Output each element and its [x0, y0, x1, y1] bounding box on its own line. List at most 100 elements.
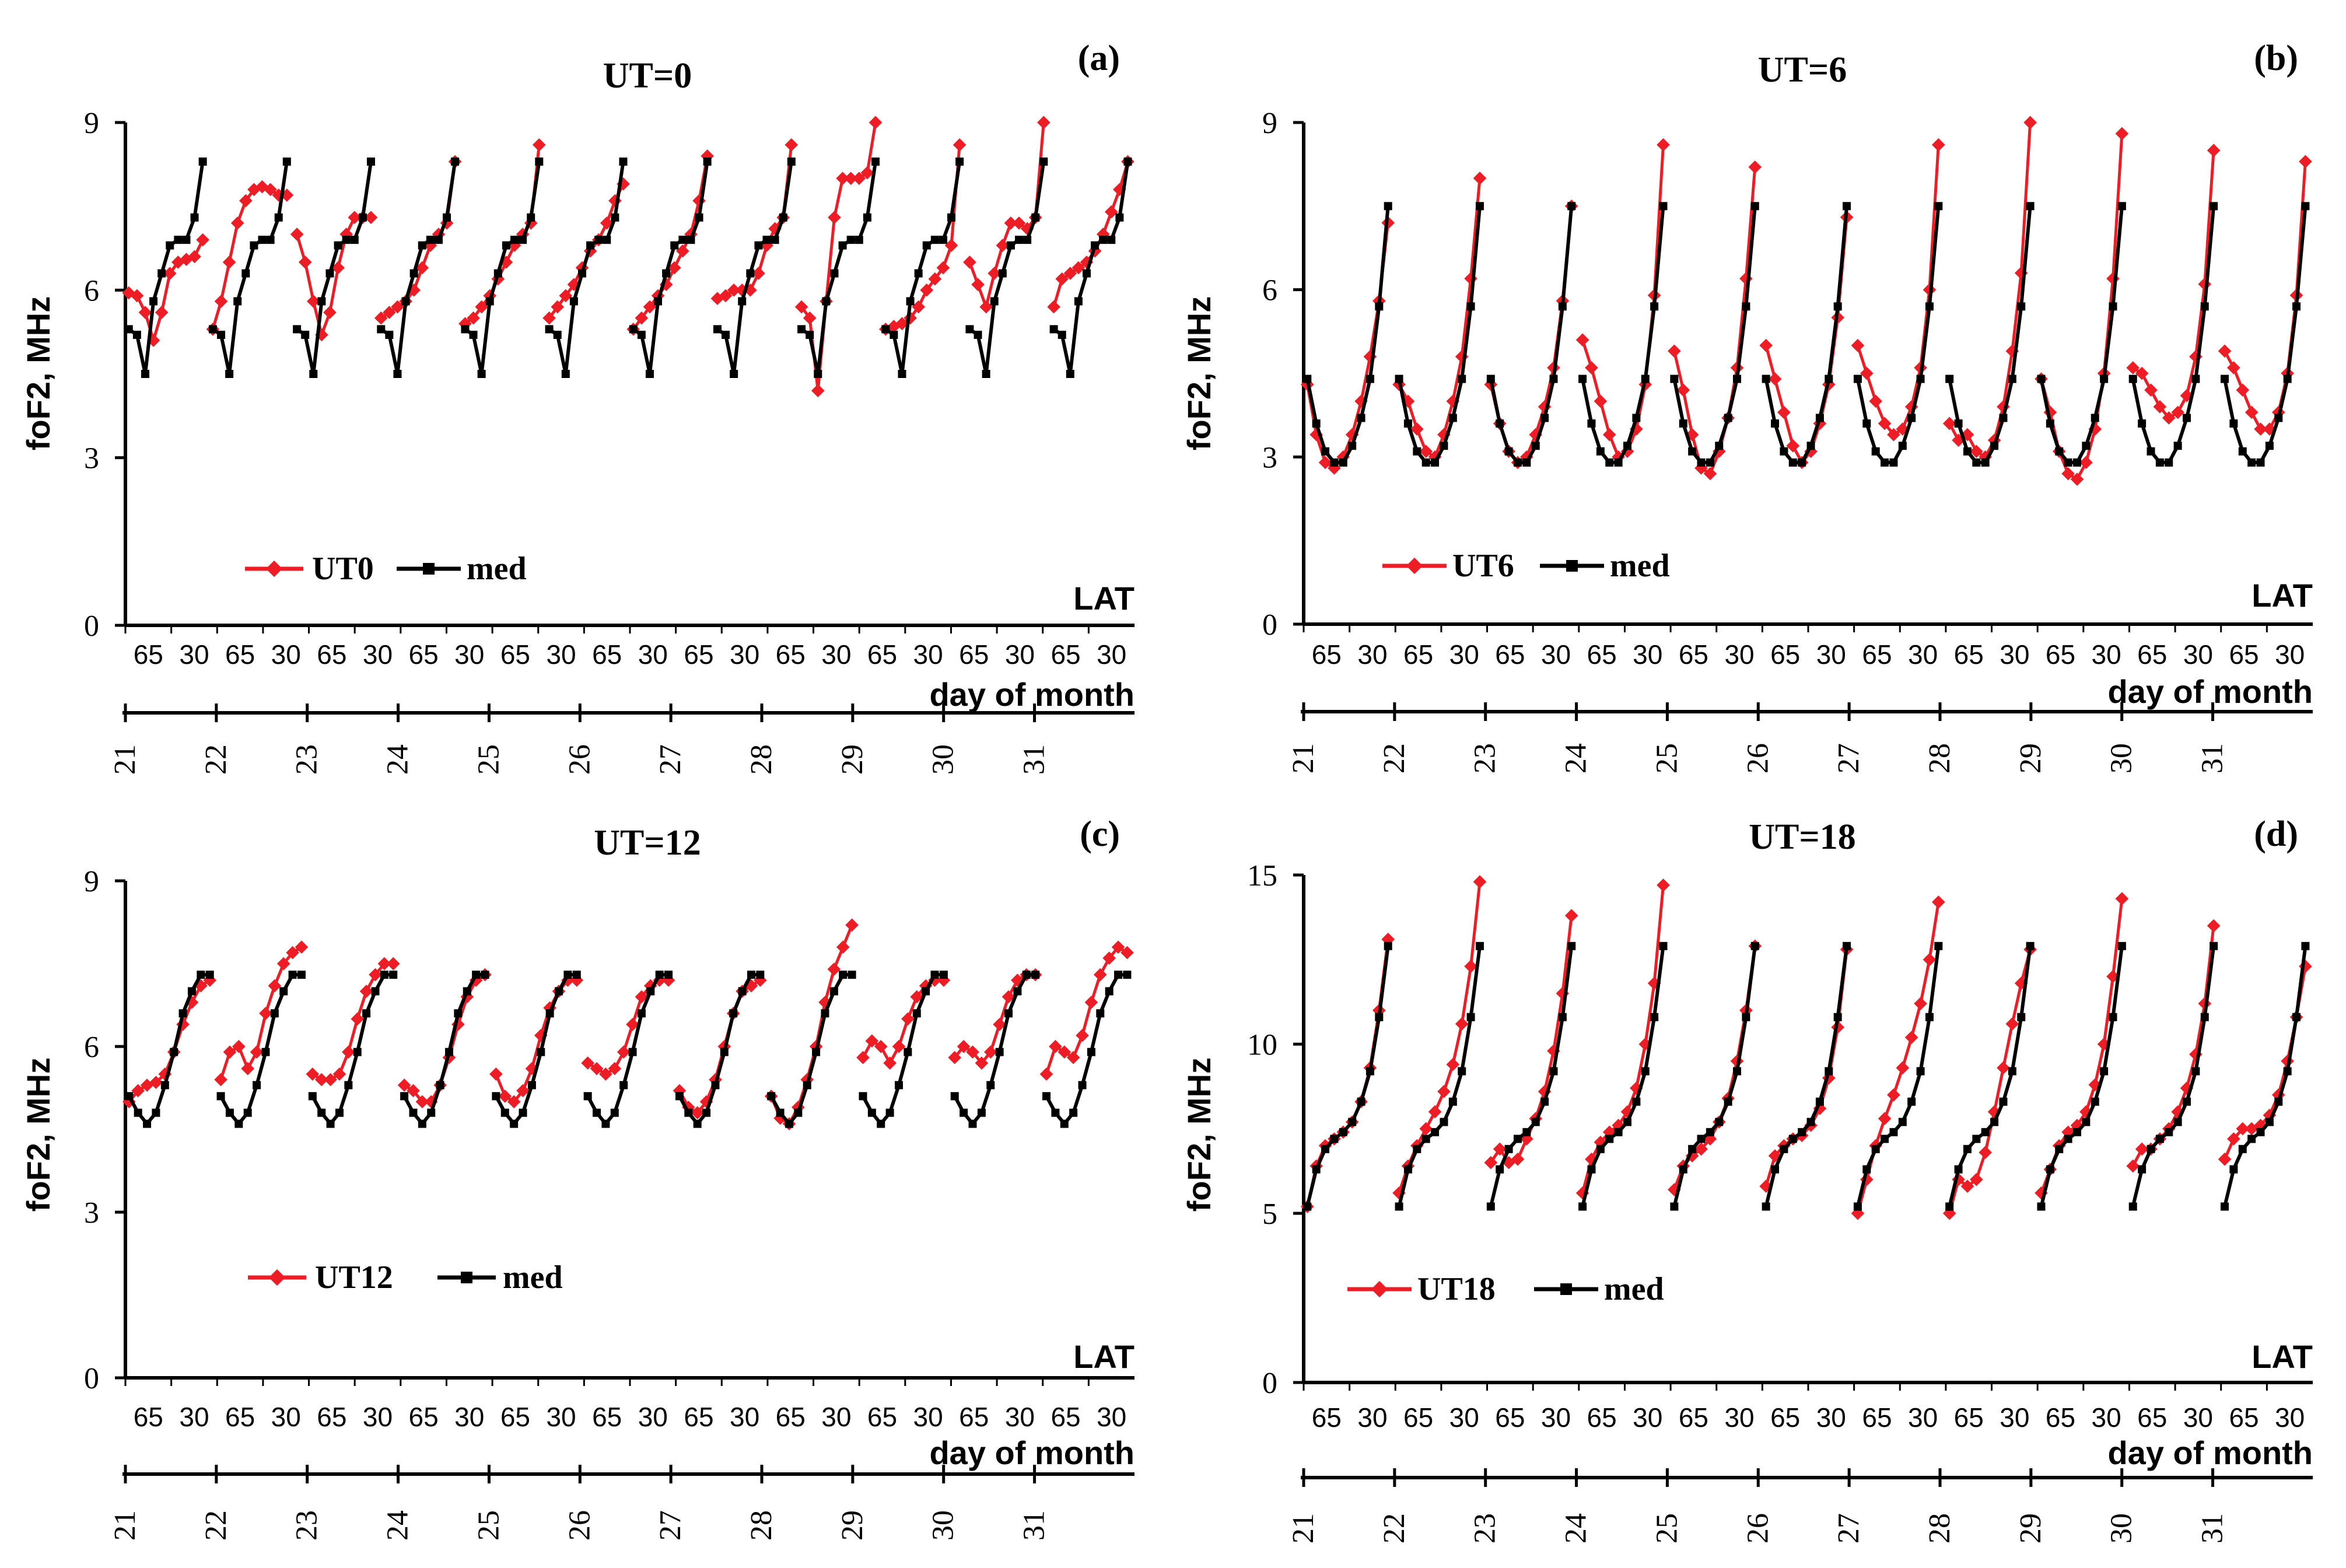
panel-c-med-point: [279, 987, 288, 996]
panel-b-obs-point: [2115, 127, 2129, 141]
panel-d-med-line: [1764, 946, 1849, 1208]
panel-b-med-line: [1581, 206, 1665, 464]
panel-b-med-point: [1706, 458, 1714, 467]
panel-a-lat-tick-label: 30: [730, 639, 759, 670]
panel-b-lat-tick-label: 65: [2046, 639, 2075, 670]
panel-d-day-label: 28: [1923, 1513, 1956, 1544]
panel-b-obs-line: [1581, 145, 1665, 459]
panel-a-obs-line: [295, 216, 371, 340]
panel-a-obs-point: [467, 311, 480, 325]
panel-c-ytick-label: 0: [84, 1362, 99, 1395]
panel-c-med-point: [353, 1048, 362, 1056]
panel-d-legend: UT18 med: [1347, 1271, 1664, 1307]
panel-b-day-label: day of month: [2107, 673, 2313, 710]
panel-b-med-point: [1339, 458, 1347, 467]
panel-a-med-point: [561, 370, 570, 378]
panel-c-med-point: [821, 1009, 829, 1018]
panel-b-med-point: [1843, 202, 1851, 211]
panel-b-day-label: 25: [1650, 743, 1683, 774]
panel-b-med-point: [1972, 458, 1981, 467]
panel-c-med-point: [756, 970, 765, 979]
panel-a-med-line: [212, 161, 289, 374]
panel-d-lat-tick-label: 30: [2000, 1402, 2029, 1433]
panel-d-med-line: [1397, 946, 1482, 1208]
panel-d-med-point: [1688, 1144, 1697, 1153]
panel-d-med-point: [2191, 1067, 2200, 1076]
panel-b-lat-tick-label: 30: [2183, 639, 2213, 670]
panel-b-obs-point: [2236, 383, 2250, 397]
panel-c-med-line: [1045, 972, 1128, 1127]
panel-d-med-point: [2091, 1097, 2099, 1106]
panel-b-med-point: [1815, 414, 1824, 422]
panel-a-med-line: [296, 161, 373, 374]
panel-d-med-point: [1815, 1097, 1824, 1106]
panel-d-obs-point: [1923, 953, 1937, 967]
panel-c-obs-point: [874, 1040, 888, 1054]
panel-d-obs-point: [1473, 875, 1487, 888]
panel-c-med-line: [494, 972, 577, 1127]
panel-c-letter: (c): [1080, 814, 1120, 854]
panel-a-med-point: [166, 241, 174, 250]
panel-d-med-point: [1762, 1202, 1770, 1211]
panel-a-med-point: [787, 158, 796, 166]
panel-b-med-point: [1614, 458, 1623, 467]
panel-b-med-point: [1321, 447, 1330, 456]
panel-a-lat-tick-label: 65: [134, 639, 163, 670]
panel-c-med-point: [675, 1092, 684, 1101]
panel-b-obs-point: [1703, 467, 1717, 481]
panel-b-obs-line: [1672, 167, 1757, 476]
panel-d-day-label: 22: [1378, 1513, 1411, 1544]
panel-c-med-point: [427, 1108, 436, 1117]
panel-a-med-point: [451, 158, 460, 166]
panel-b-lat-tick-label: 30: [2092, 639, 2121, 670]
panel-b-med-point: [1558, 302, 1567, 311]
panel-d-lat-tick-label: 65: [1954, 1402, 1984, 1433]
panel-b-lat-tick-label: 65: [1954, 639, 1984, 670]
panel-a-med-line: [464, 161, 541, 374]
panel-a-obs-point: [298, 256, 312, 269]
panel-c-obs-point: [691, 1106, 705, 1119]
panel-a-lat-tick-label: 30: [271, 639, 301, 670]
panel-c-med-line: [953, 972, 1036, 1127]
panel-c-med-point: [593, 1108, 601, 1117]
panel-a-day-label: 25: [472, 744, 505, 775]
panel-b-obs-point: [1585, 361, 1598, 374]
panel-b-obs-line: [2132, 150, 2215, 420]
panel-b-med-line: [1489, 206, 1574, 464]
panel-c-med-point: [747, 970, 755, 979]
panel-b-lat-tick-label: 65: [2229, 639, 2259, 670]
panel-b-day-label: 24: [1560, 743, 1593, 774]
panel-b-lat-label: LAT: [2252, 577, 2313, 614]
panel-a-obs-point: [1047, 300, 1060, 314]
panel-a-med-point: [947, 213, 956, 222]
panel-c-med-point: [418, 1119, 426, 1128]
panel-c-med-point: [1022, 970, 1031, 979]
panel-a-med-point: [1099, 236, 1108, 244]
panel-b-lat-tick-label: 30: [1449, 639, 1479, 670]
panel-c-med-point: [308, 1092, 317, 1101]
panel-b-med-point: [1403, 419, 1412, 428]
panel-c-obs-line: [769, 924, 853, 1126]
panel-c-med-line: [586, 972, 669, 1127]
panel-d-obs-point: [1464, 960, 1477, 973]
panel-a-med-point: [1031, 213, 1040, 222]
panel-a-obs-point: [920, 284, 934, 297]
panel-b-med-point: [1825, 374, 1833, 383]
panel-c-lat-tick-label: 65: [959, 1402, 989, 1432]
panel-d-med-point: [1871, 1144, 1880, 1153]
panel-a-med-line: [380, 161, 457, 374]
panel-b-med-point: [2274, 414, 2283, 422]
panel-d-med-point: [1771, 1165, 1780, 1174]
panel-a-obs-point: [214, 295, 228, 308]
panel-d-ytick-label: 10: [1247, 1028, 1277, 1062]
panel-c-lat-tick-label: 65: [134, 1402, 163, 1432]
panel-d-med-line: [1581, 946, 1665, 1208]
panel-d-med-point: [1421, 1135, 1430, 1143]
panel-c-lat-tick-label: 30: [1005, 1402, 1035, 1432]
panel-b-obs-line: [1948, 122, 2032, 459]
panel-a-obs-point: [551, 300, 565, 314]
panel-b-med-point: [1540, 414, 1549, 422]
panel-a-med-point: [898, 370, 906, 378]
panel-c-lat-tick-label: 30: [730, 1402, 759, 1432]
panel-b-med-point: [2109, 302, 2117, 311]
